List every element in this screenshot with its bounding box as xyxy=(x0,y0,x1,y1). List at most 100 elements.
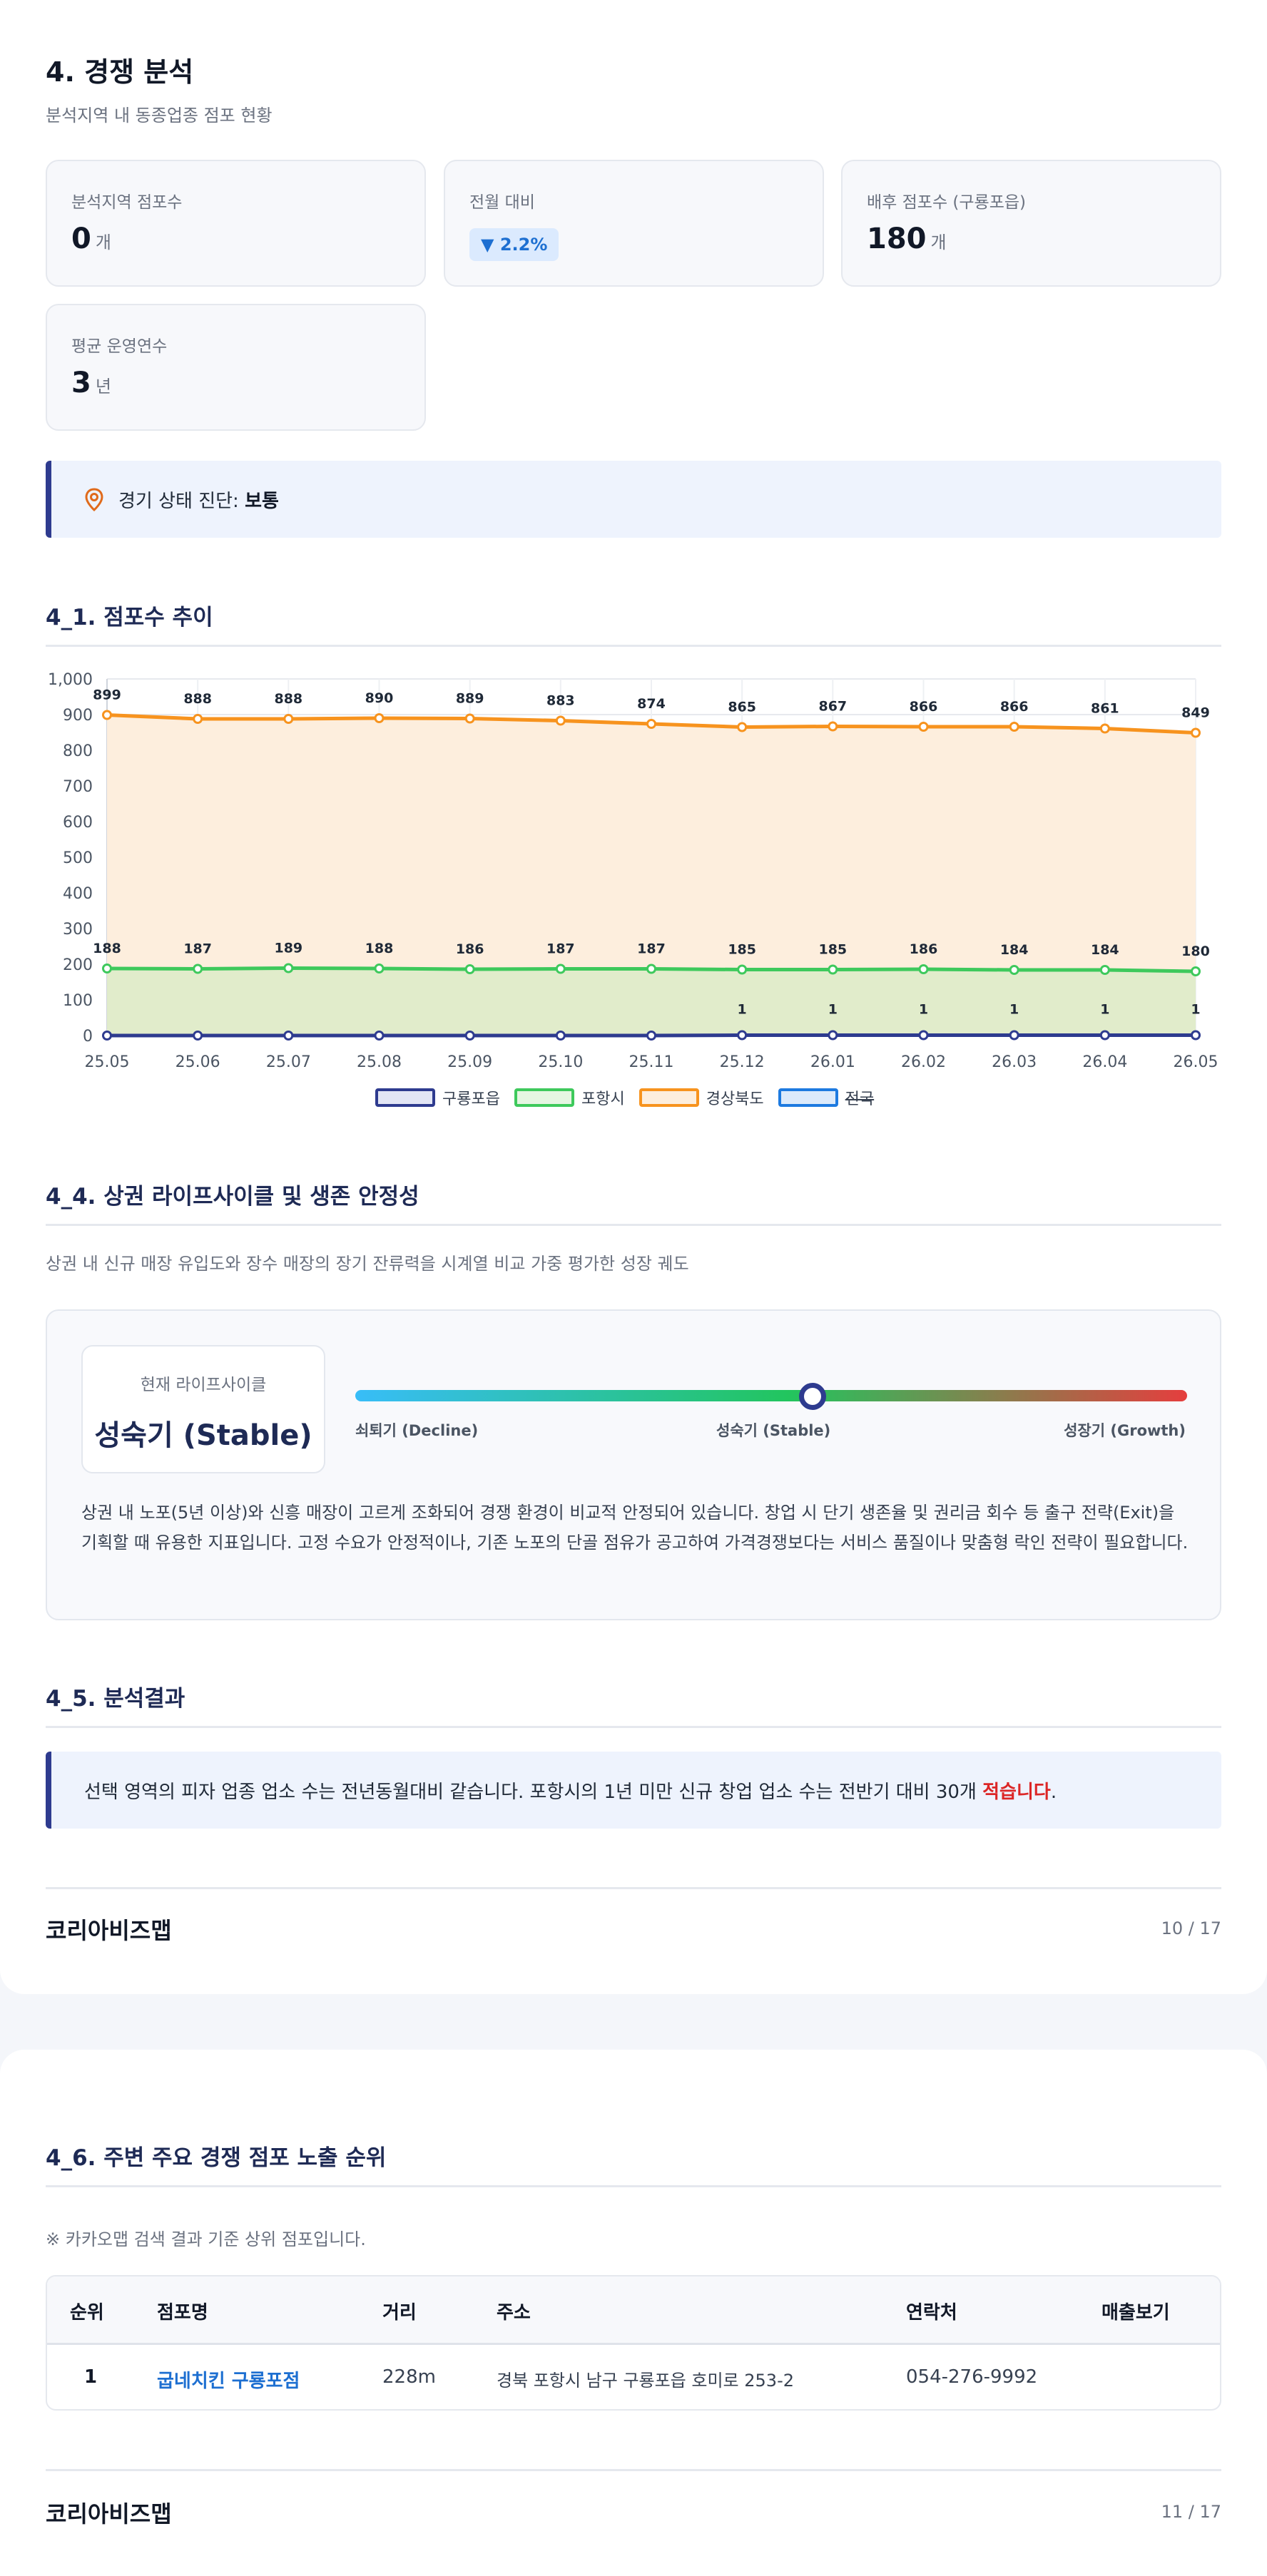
y-tick-label: 100 xyxy=(63,992,93,1010)
legend-item[interactable]: 구룡포읍 xyxy=(375,1086,500,1109)
page-number: 11 / 17 xyxy=(1161,2502,1221,2522)
data-point xyxy=(918,722,929,732)
footer-divider xyxy=(46,2469,1221,2471)
footer-brand: 코리아비즈맵 xyxy=(46,2500,172,2528)
kpi-card-background-stores: 배후 점포수 (구룡포읍) 180 개 xyxy=(841,160,1221,287)
column-header: 매출보기 xyxy=(1101,2302,1170,2324)
x-tick-label: 26.01 xyxy=(810,1053,855,1071)
legend-swatch xyxy=(375,1088,435,1107)
data-label: 1 xyxy=(1191,1002,1200,1018)
data-point xyxy=(464,964,475,974)
lifecycle-description: 상권 내 노포(5년 이상)와 신흥 매장이 고르게 조화되어 경쟁 환경이 비… xyxy=(81,1503,1189,1553)
data-point xyxy=(193,714,203,724)
lifecycle-card-label: 현재 라이프사이클 xyxy=(140,1376,267,1394)
x-tick-label: 26.04 xyxy=(1082,1053,1127,1071)
kpi-label: 배후 점포수 (구룡포읍) xyxy=(867,193,1027,212)
data-label: 187 xyxy=(637,941,666,957)
x-tick-label: 25.10 xyxy=(538,1053,583,1071)
data-label: 185 xyxy=(818,942,847,958)
kpi-label: 평균 운영연수 xyxy=(71,337,168,356)
column-header: 점포명 xyxy=(157,2302,208,2324)
scale-label-decline: 쇠퇴기 (Decline) xyxy=(355,1422,479,1439)
data-point xyxy=(374,1031,385,1041)
data-label: 874 xyxy=(637,696,666,712)
data-point xyxy=(464,1031,475,1041)
chart-legend: 구룡포읍 포항시 경상북도 전국 xyxy=(375,1086,874,1109)
data-label: 187 xyxy=(183,941,212,957)
data-label: 1 xyxy=(1009,1002,1019,1018)
data-point xyxy=(1191,727,1201,738)
data-label: 184 xyxy=(1091,942,1119,958)
data-label: 867 xyxy=(818,699,847,715)
lifecycle-subtitle: 상권 내 신규 매장 유입도와 장수 매장의 장기 잔류력을 시계열 비교 가중… xyxy=(46,1254,689,1274)
data-label: 184 xyxy=(1000,942,1029,958)
data-point xyxy=(555,715,566,726)
competitor-ranking-table: 순위 점포명 거리 주소 연락처 매출보기 1 굽네치킨 구룡포점 228m 경… xyxy=(46,2275,1221,2411)
data-point xyxy=(737,964,748,975)
data-point xyxy=(283,963,294,973)
data-label: 866 xyxy=(910,699,938,715)
y-tick-label: 400 xyxy=(63,885,93,903)
legend-label: 포항시 xyxy=(581,1090,625,1108)
data-point xyxy=(918,1030,929,1041)
data-point xyxy=(737,722,748,732)
data-point xyxy=(102,964,112,973)
location-pin-icon xyxy=(85,488,103,512)
data-label: 866 xyxy=(1000,699,1029,715)
x-tick-label: 25.09 xyxy=(447,1053,492,1071)
data-point xyxy=(1009,722,1019,732)
page-number: 10 / 17 xyxy=(1161,1918,1221,1938)
section-divider xyxy=(46,2185,1221,2187)
data-point xyxy=(828,964,838,975)
x-tick-label: 25.05 xyxy=(85,1053,130,1071)
data-label: 188 xyxy=(365,941,394,956)
section-divider xyxy=(46,645,1221,647)
data-label: 186 xyxy=(910,941,938,957)
data-point xyxy=(1009,965,1019,975)
kpi-card-month-change: 전월 대비 ▼ 2.2% xyxy=(444,160,824,287)
data-point xyxy=(555,964,566,974)
rank-cell: 1 xyxy=(84,2366,98,2388)
data-point xyxy=(646,1031,656,1041)
data-label: 888 xyxy=(183,691,212,707)
data-label: 899 xyxy=(93,688,121,703)
data-label: 187 xyxy=(546,941,575,957)
legend-item[interactable]: 전국 xyxy=(778,1086,874,1109)
data-point xyxy=(102,1031,112,1041)
data-point xyxy=(1099,1030,1110,1041)
data-point xyxy=(646,719,656,729)
lifecycle-section-title: 4_4. 상권 라이프사이클 및 생존 안정성 xyxy=(46,1184,419,1210)
lifecycle-card-value: 성숙기 (Stable) xyxy=(94,1419,312,1452)
legend-swatch xyxy=(778,1088,838,1107)
lifecycle-panel: 현재 라이프사이클 성숙기 (Stable) 쇠퇴기 (Decline) 성숙기… xyxy=(46,1309,1221,1620)
result-callout: 선택 영역의 피자 업종 업소 수는 전년동월대비 같습니다. 포항시의 1년 … xyxy=(46,1752,1221,1829)
legend-item[interactable]: 경상북도 xyxy=(638,1086,764,1109)
data-point xyxy=(555,1031,566,1041)
data-point xyxy=(1191,966,1201,976)
data-point xyxy=(1191,1030,1201,1041)
y-tick-label: 300 xyxy=(63,921,93,939)
y-tick-label: 900 xyxy=(63,707,93,725)
section-divider xyxy=(46,1726,1221,1728)
legend-item[interactable]: 포항시 xyxy=(514,1086,625,1109)
series-area-1 xyxy=(107,968,1196,1036)
y-tick-label: 800 xyxy=(63,742,93,760)
data-point xyxy=(1099,965,1110,975)
legend-swatch xyxy=(514,1088,574,1107)
x-tick-label: 25.08 xyxy=(357,1053,402,1071)
data-point xyxy=(828,1030,838,1041)
column-header: 연락처 xyxy=(906,2302,957,2324)
data-point xyxy=(1099,723,1110,734)
data-point xyxy=(737,1030,748,1041)
section-divider xyxy=(46,1224,1221,1226)
data-point xyxy=(193,1031,203,1041)
store-name-link[interactable]: 굽네치킨 구룡포점 xyxy=(157,2371,300,2392)
data-point xyxy=(646,964,656,974)
data-label: 849 xyxy=(1181,705,1210,721)
ranking-note: ※ 카카오맵 검색 결과 기준 상위 점포입니다. xyxy=(46,2229,366,2249)
legend-label: 전국 xyxy=(845,1090,875,1108)
x-tick-label: 26.02 xyxy=(901,1053,946,1071)
ranking-section-title: 4_6. 주변 주요 경쟁 점포 노출 순위 xyxy=(46,2145,387,2171)
